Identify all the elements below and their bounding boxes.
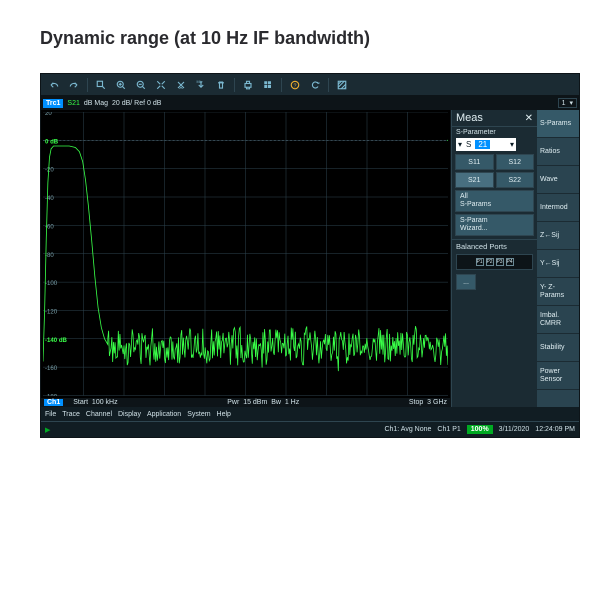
page-title: Dynamic range (at 10 Hz IF bandwidth)	[0, 0, 600, 73]
status-date: 3/11/2020	[499, 426, 530, 433]
svg-text:20: 20	[45, 112, 52, 117]
status-chp: Ch1 P1	[437, 426, 460, 433]
s12-button[interactable]: S12	[496, 154, 535, 170]
port-4: P4	[506, 258, 514, 266]
more-button[interactable]: ...	[456, 274, 476, 290]
windows-icon[interactable]	[259, 76, 277, 94]
all-sparams-button[interactable]: All S-Params	[455, 190, 534, 212]
play-icon[interactable]: ▶	[45, 426, 50, 434]
zoom-select-icon[interactable]	[92, 76, 110, 94]
zoom-in-icon[interactable]	[112, 76, 130, 94]
start-value: 100 kHz	[92, 399, 118, 406]
trace-format: dB Mag	[84, 100, 108, 107]
side-tab-1[interactable]: Ratios	[537, 138, 579, 166]
sparam-input[interactable]: ▾S 21 ▾	[456, 138, 516, 151]
balanced-ports-box[interactable]: P1 P2 P3 P4	[456, 254, 533, 270]
toolbar-separator	[328, 78, 329, 92]
trace-scale: 20 dB/ Ref 0 dB	[112, 100, 161, 107]
svg-text:-180: -180	[45, 395, 58, 396]
trace-badge[interactable]: Trc1	[43, 99, 63, 108]
side-tab-0[interactable]: S-Params	[537, 110, 579, 138]
side-tab-6[interactable]: Y- Z-Params	[537, 278, 579, 306]
svg-text:-20: -20	[45, 168, 54, 174]
port-3: P3	[496, 258, 504, 266]
meas-panel: Meas ✕ S-Parameter ▾S 21 ▾ S11 S12 S21 S…	[451, 110, 537, 407]
zoom-out-icon[interactable]	[132, 76, 150, 94]
menu-file[interactable]: File	[45, 411, 56, 418]
stop-label: Stop	[409, 399, 423, 406]
s22-button[interactable]: S22	[496, 172, 535, 188]
meas-title: Meas	[456, 112, 483, 124]
sparam-label: S-Parameter	[452, 127, 537, 138]
svg-text:-120: -120	[45, 309, 58, 315]
toolbar: Mkr ?	[41, 74, 579, 96]
hatch-icon[interactable]	[333, 76, 351, 94]
body-row: 20-20-40-60-80-100-120-160-1800 dB-140 d…	[41, 110, 579, 407]
status-avg: Ch1: Avg None	[384, 426, 431, 433]
status-progress: 100%	[467, 425, 493, 434]
s11-button[interactable]: S11	[455, 154, 494, 170]
svg-text:-160: -160	[45, 366, 58, 372]
marker-menu-icon[interactable]: Mkr	[192, 76, 210, 94]
channel-info-row: Ch1 Start 100 kHz Pwr 15 dBm Bw 1 Hz Sto…	[41, 398, 450, 408]
toolbar-separator	[281, 78, 282, 92]
fit-icon[interactable]	[152, 76, 170, 94]
close-icon[interactable]: ✕	[525, 113, 533, 124]
menu-trace[interactable]: Trace	[62, 411, 80, 418]
menu-system[interactable]: System	[187, 411, 210, 418]
svg-text:-140 dB: -140 dB	[45, 338, 68, 344]
vna-app-window: Mkr ? Trc1 S21 dB Mag 20 dB/ Ref 0 dB 1▾…	[40, 73, 580, 438]
trace-info-row: Trc1 S21 dB Mag 20 dB/ Ref 0 dB 1▾	[41, 96, 579, 110]
menu-bar: File Trace Channel Display Application System…	[41, 407, 579, 421]
svg-text:Mkr: Mkr	[197, 79, 204, 83]
menu-display[interactable]: Display	[118, 411, 141, 418]
trace-selector[interactable]: 1▾	[558, 98, 577, 108]
svg-text:0 dB: 0 dB	[45, 139, 59, 145]
svg-text:-40: -40	[45, 196, 54, 202]
toolbar-separator	[234, 78, 235, 92]
svg-text:-100: -100	[45, 281, 58, 287]
side-tabs: S-ParamsRatiosWaveIntermodZ←SijY←SijY- Z…	[537, 110, 579, 407]
status-bar: ▶ Ch1: Avg None Ch1 P1 100% 3/11/2020 12…	[41, 421, 579, 437]
trace-graph[interactable]: 20-20-40-60-80-100-120-160-1800 dB-140 d…	[43, 112, 448, 396]
stop-value: 3 GHz	[427, 399, 447, 406]
trace-param: S21	[67, 100, 79, 107]
pwr-label: Pwr	[227, 399, 239, 406]
side-tab-8[interactable]: Stability	[537, 334, 579, 362]
svg-text:?: ?	[294, 83, 297, 89]
port-1: P1	[476, 258, 484, 266]
side-tab-5[interactable]: Y←Sij	[537, 250, 579, 278]
s21-button[interactable]: S21	[455, 172, 494, 188]
x-menu-icon[interactable]	[172, 76, 190, 94]
delete-icon[interactable]	[212, 76, 230, 94]
redo-icon[interactable]	[65, 76, 83, 94]
svg-text:-80: -80	[45, 253, 54, 259]
toolbar-separator	[87, 78, 88, 92]
undo-icon[interactable]	[45, 76, 63, 94]
chevron-down-icon: ▾	[569, 99, 573, 107]
bw-label: Bw	[271, 399, 281, 406]
side-tab-4[interactable]: Z←Sij	[537, 222, 579, 250]
bw-value: 1 Hz	[285, 399, 299, 406]
pwr-value: 15 dBm	[243, 399, 267, 406]
graph-area: 20-20-40-60-80-100-120-160-1800 dB-140 d…	[41, 110, 451, 407]
side-tab-7[interactable]: Imbal. CMRR	[537, 306, 579, 334]
balanced-ports-label: Balanced Ports	[452, 239, 537, 252]
menu-application[interactable]: Application	[147, 411, 181, 418]
port-2: P2	[486, 258, 494, 266]
refresh-icon[interactable]	[306, 76, 324, 94]
start-label: Start	[73, 399, 88, 406]
menu-channel[interactable]: Channel	[86, 411, 112, 418]
side-tab-3[interactable]: Intermod	[537, 194, 579, 222]
sparam-wizard-button[interactable]: S-Param Wizard...	[455, 214, 534, 236]
menu-help[interactable]: Help	[217, 411, 231, 418]
channel-badge[interactable]: Ch1	[44, 399, 63, 406]
side-tab-2[interactable]: Wave	[537, 166, 579, 194]
side-tab-9[interactable]: Power Sensor	[537, 362, 579, 390]
print-icon[interactable]	[239, 76, 257, 94]
help-icon[interactable]: ?	[286, 76, 304, 94]
status-time: 12:24:09 PM	[535, 426, 575, 433]
